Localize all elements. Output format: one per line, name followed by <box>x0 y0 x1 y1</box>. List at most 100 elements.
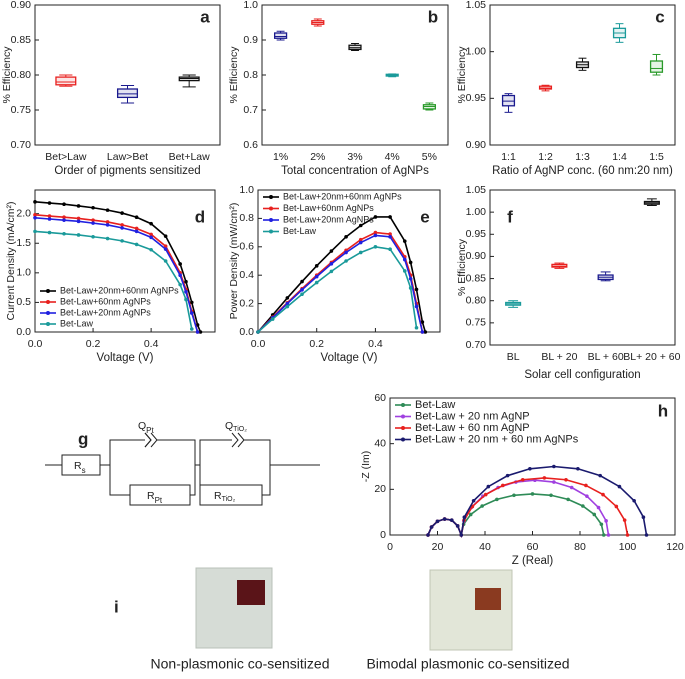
point <box>388 235 392 239</box>
point <box>178 262 182 266</box>
legend-label: Bet-Law <box>283 226 317 236</box>
point <box>184 297 188 302</box>
point <box>33 229 37 234</box>
point <box>402 257 407 262</box>
point <box>462 515 467 519</box>
x-tick-label: 0.2 <box>86 338 101 350</box>
panel-letter: i <box>114 597 119 616</box>
point <box>120 226 124 230</box>
x-tick-label: 20 <box>432 541 444 553</box>
panel-letter: h <box>658 401 668 420</box>
point <box>285 301 290 306</box>
box <box>649 60 664 73</box>
y-tick-label: 1.00 <box>466 45 487 57</box>
y-axis-label: -Z (Im) <box>360 451 372 483</box>
x-tick-label: Law>Bet <box>107 151 148 163</box>
point <box>581 504 585 508</box>
panel-letter: f <box>507 207 513 226</box>
point <box>189 300 194 305</box>
point <box>542 476 547 480</box>
point <box>423 330 428 334</box>
circuit: g Rs QPt RPt QTiO₂ RTiO₂ <box>45 420 320 506</box>
point <box>617 484 622 489</box>
point <box>184 279 188 284</box>
point <box>329 249 334 253</box>
point <box>91 205 95 210</box>
point <box>134 226 139 231</box>
point <box>455 524 460 528</box>
x-tick-label: Bet>Law <box>45 151 87 163</box>
point <box>184 289 188 294</box>
point <box>592 512 597 517</box>
panel-letter: d <box>195 207 205 226</box>
y-tick-label: 1.0 <box>16 267 31 279</box>
y-tick-label: 0.80 <box>11 69 32 81</box>
point <box>576 466 580 471</box>
panel-letter: c <box>655 7 664 26</box>
legend-marker <box>46 311 50 315</box>
cpe-symbol <box>144 432 158 448</box>
point <box>134 229 139 234</box>
x-tick-label: 3% <box>347 151 362 163</box>
point <box>528 466 532 471</box>
legend-label: Bet-Law <box>415 399 455 411</box>
y-tick-label: 0.75 <box>466 317 487 329</box>
point <box>33 213 37 217</box>
x-tick-label: 1:5 <box>649 151 664 163</box>
point <box>388 232 392 236</box>
legend-label: Bet-Law + 20 nm AgNP <box>415 410 530 422</box>
point <box>314 280 319 285</box>
point <box>604 519 608 523</box>
y-tick-label: 0.95 <box>466 228 487 240</box>
point <box>76 233 81 237</box>
series-line <box>34 217 199 333</box>
point <box>195 323 200 327</box>
point <box>47 230 52 235</box>
wire <box>100 439 145 466</box>
y-tick-label: 0.90 <box>466 250 487 262</box>
y-tick-label: 60 <box>374 392 386 404</box>
point <box>178 282 182 287</box>
panel-letter: e <box>420 207 429 226</box>
x-tick-label: 1:3 <box>575 151 590 163</box>
caption: Non-plasmonic co-sensitized <box>151 656 330 672</box>
point <box>62 231 66 236</box>
point <box>33 216 37 220</box>
point <box>358 223 363 228</box>
rs-label: Rs <box>74 460 86 475</box>
series-line <box>427 465 648 538</box>
caption: Bimodal plasmonic co-sensitized <box>366 656 569 672</box>
plot-frame <box>261 4 449 146</box>
y-tick-label: 0.6 <box>239 241 254 253</box>
point <box>414 287 419 292</box>
point <box>373 230 378 235</box>
point <box>163 247 168 251</box>
point <box>468 512 473 517</box>
series-line <box>257 234 424 333</box>
point <box>91 234 95 239</box>
y-tick-label: 1.0 <box>243 0 258 11</box>
y-tick-label: 40 <box>374 437 386 449</box>
y-tick-label: 0.6 <box>243 139 258 151</box>
y-tick-label: 0.9 <box>243 34 258 46</box>
point <box>435 519 440 524</box>
point <box>134 242 139 247</box>
point <box>105 236 110 241</box>
plot-frame <box>489 189 676 346</box>
point <box>76 204 81 208</box>
qtio2-label: QTiO₂ <box>225 420 247 434</box>
point <box>549 493 553 498</box>
y-tick-label: 0.75 <box>11 104 32 116</box>
point <box>47 214 52 218</box>
point <box>105 220 110 224</box>
panel-letter: b <box>428 7 438 26</box>
x-tick-label: 0.2 <box>309 338 324 350</box>
y-tick-label: 0.90 <box>466 139 487 151</box>
panel: a 0.70 0.75 0.80 0.85 0.90 % Efficiency Order o… <box>1 0 221 177</box>
point <box>373 233 378 238</box>
qpt-label: QPt <box>138 420 155 435</box>
panel: e 0.0 0.2 0.4 0.6 0.8 1.0 Power Density (mW/cm²… <box>228 184 441 364</box>
point <box>62 202 66 206</box>
x-tick-label: 0.4 <box>144 338 159 350</box>
